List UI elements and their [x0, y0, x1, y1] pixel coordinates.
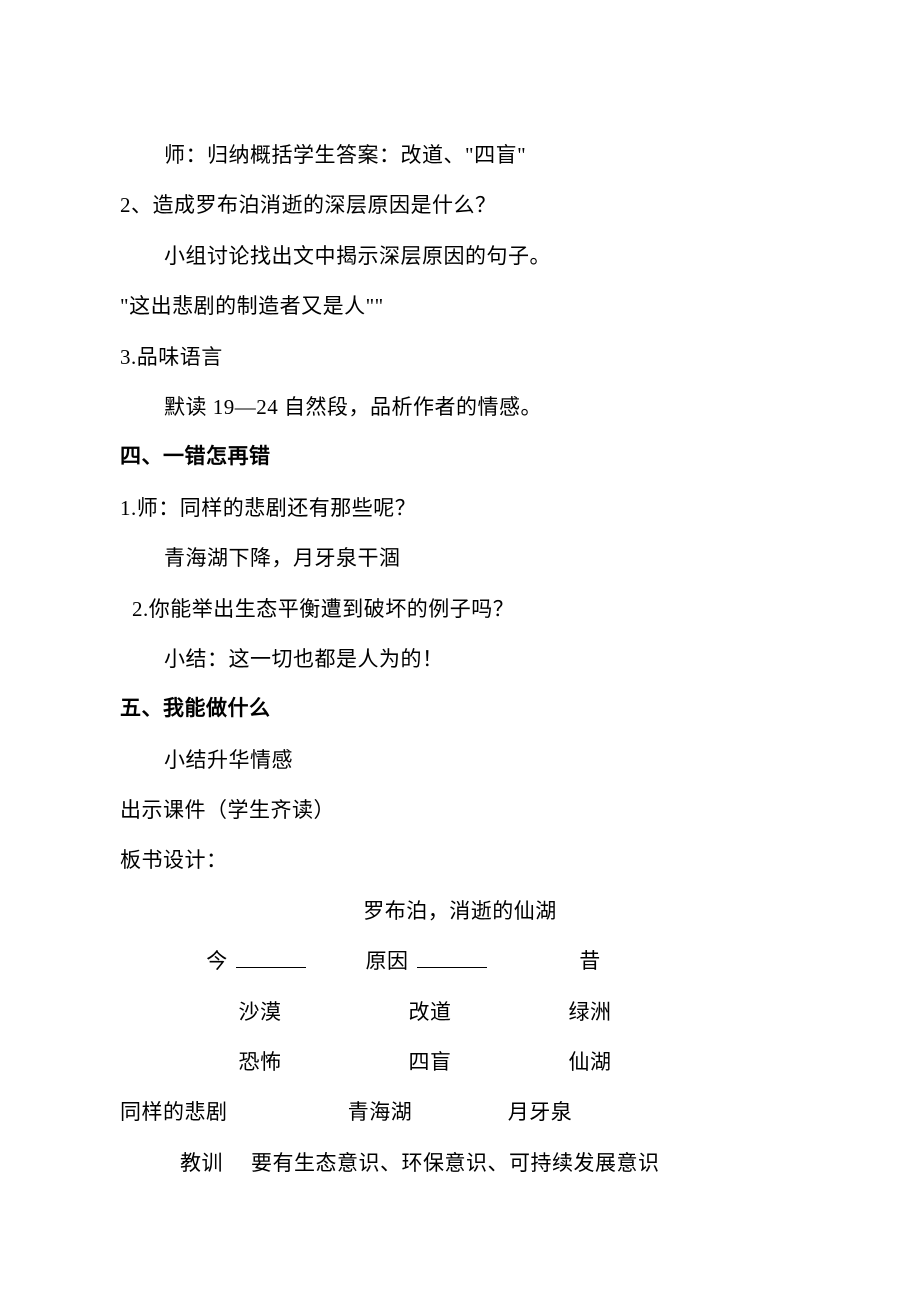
- board-row: 恐怖 四盲 仙湖: [120, 1037, 800, 1087]
- board-header-mid: 原因: [340, 936, 520, 986]
- text-line: 小结：这一切也都是人为的！: [120, 634, 800, 684]
- board-row: 沙漠 改道 绿洲: [120, 987, 800, 1037]
- underline-fill: [417, 943, 487, 968]
- board-header-mid-text: 原因: [366, 949, 409, 973]
- text-line: 1.师：同样的悲剧还有那些呢？: [120, 483, 800, 533]
- board-tragedy-row: 同样的悲剧 青海湖 月牙泉: [120, 1087, 800, 1137]
- board-lesson-text: 要有生态意识、环保意识、可持续发展意识: [251, 1151, 660, 1175]
- board-cell: 绿洲: [520, 987, 660, 1037]
- text-line: 小结升华情感: [120, 735, 800, 785]
- board-cell: 仙湖: [520, 1037, 660, 1087]
- text-line: 2.你能举出生态平衡遭到破坏的例子吗？: [120, 584, 800, 634]
- underline-fill: [236, 943, 306, 968]
- text-line: 小组讨论找出文中揭示深层原因的句子。: [120, 231, 800, 281]
- text-line: 3.品味语言: [120, 332, 800, 382]
- board-tragedy-mid: 青海湖: [300, 1087, 460, 1137]
- heading-5: 五、我能做什么: [120, 684, 800, 734]
- board-cell: 改道: [340, 987, 520, 1037]
- board-tragedy-label: 同样的悲剧: [120, 1087, 300, 1137]
- board-title: 罗布泊，消逝的仙湖: [120, 886, 800, 936]
- board-tragedy-right: 月牙泉: [460, 1087, 620, 1137]
- text-line: 默读 19—24 自然段，品析作者的情感。: [120, 382, 800, 432]
- board-lesson-label: 教训: [180, 1151, 223, 1175]
- board-header-right: 昔: [520, 936, 660, 986]
- heading-4: 四、一错怎再错: [120, 432, 800, 482]
- board-cell: 沙漠: [180, 987, 340, 1037]
- text-line: 板书设计：: [120, 835, 800, 885]
- text-line: "这出悲剧的制造者又是人"": [120, 281, 800, 331]
- board-cell: 恐怖: [180, 1037, 340, 1087]
- text-line: 2、造成罗布泊消逝的深层原因是什么？: [120, 180, 800, 230]
- board-header-left: 今: [180, 936, 340, 986]
- text-line: 出示课件（学生齐读）: [120, 785, 800, 835]
- text-line: 青海湖下降，月牙泉干涸: [120, 533, 800, 583]
- board-header-row: 今 原因 昔: [120, 936, 800, 986]
- board-lesson-row: 教训 要有生态意识、环保意识、可持续发展意识: [120, 1138, 800, 1188]
- board-cell: 四盲: [340, 1037, 520, 1087]
- text-line: 师：归纳概括学生答案：改道、"四盲": [120, 130, 800, 180]
- board-header-left-text: 今: [206, 949, 228, 973]
